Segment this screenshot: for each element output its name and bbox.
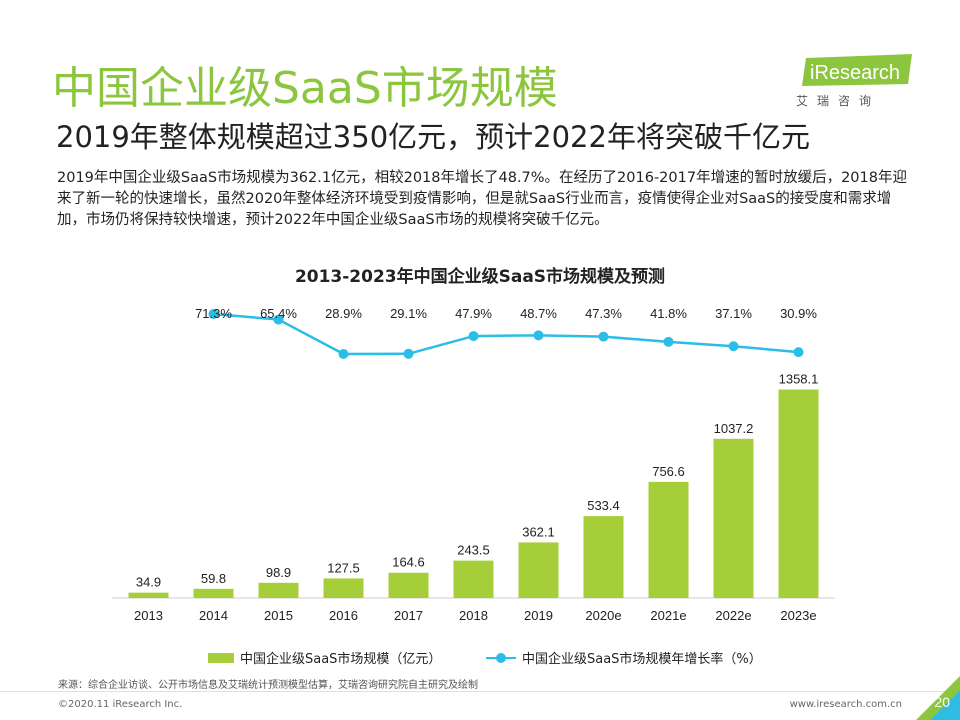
bar-value-label-2019: 362.1 (522, 524, 555, 539)
x-tick-label-2019: 2019 (524, 608, 553, 623)
bar-2015 (258, 582, 299, 598)
bar-value-label-2015: 98.9 (266, 565, 291, 580)
x-tick-label-2022e: 2022e (715, 608, 751, 623)
x-tick-label-2015: 2015 (264, 608, 293, 623)
bar-2020e (583, 516, 624, 598)
chart-legend: 中国企业级SaaS市场规模（亿元） 中国企业级SaaS市场规模年增长率（%） (0, 648, 960, 668)
bar-value-label-2022e: 1037.2 (714, 421, 754, 436)
bar-value-label-2021e: 756.6 (652, 464, 685, 479)
bar-2018 (453, 560, 494, 598)
rate-label-2017: 29.1% (390, 306, 427, 321)
rate-label-2023e: 30.9% (780, 306, 817, 321)
x-tick-label-2021e: 2021e (650, 608, 686, 623)
x-tick-label-2013: 2013 (134, 608, 163, 623)
rate-label-2019: 48.7% (520, 306, 557, 321)
bar-2016 (323, 578, 364, 598)
rate-label-2014: 71.3% (195, 306, 232, 321)
bar-2021e (648, 481, 689, 598)
bar-2019 (518, 542, 559, 598)
legend-bar-label: 中国企业级SaaS市场规模（亿元） (240, 652, 442, 667)
rate-label-2021e: 41.8% (650, 306, 687, 321)
website-link[interactable]: www.iresearch.com.cn (789, 699, 902, 710)
rate-point-2018 (468, 331, 479, 342)
source-note: 来源：综合企业访谈、公开市场信息及艾瑞统计预测模型估算，艾瑞咨询研究院自主研究及… (58, 680, 478, 691)
legend-line-label: 中国企业级SaaS市场规模年增长率（%） (522, 652, 762, 667)
rate-point-2019 (533, 330, 544, 341)
x-tick-label-2014: 2014 (199, 608, 228, 623)
x-tick-label-2016: 2016 (329, 608, 358, 623)
rate-label-2016: 28.9% (325, 306, 362, 321)
rate-label-2022e: 37.1% (715, 306, 752, 321)
corner-decoration (916, 676, 960, 720)
x-tick-label-2018: 2018 (459, 608, 488, 623)
bar-value-label-2013: 34.9 (136, 575, 161, 590)
x-tick-label-2020e: 2020e (585, 608, 621, 623)
rate-label-2020e: 47.3% (585, 306, 622, 321)
description-paragraph: 2019年中国企业级SaaS市场规模为362.1亿元，相较2018年增长了48.… (57, 170, 907, 228)
x-tick-label-2023e: 2023e (780, 608, 816, 623)
page-title: 中国企业级SaaS市场规模 (52, 63, 558, 114)
bar-2022e (713, 438, 754, 598)
rate-label-2018: 47.9% (455, 306, 492, 321)
rate-label-2015: 65.4% (260, 306, 297, 321)
bar-2023e (778, 389, 819, 598)
saas-market-chart: 34.9 2013 59.8 2014 98.9 2015 127.5 2016 164.6 20… (112, 306, 835, 623)
copyright-text: ©2020.11 iResearch Inc. (58, 699, 183, 710)
footer-divider (0, 691, 960, 692)
bar-value-label-2014: 59.8 (201, 571, 226, 586)
chart-title: 2013-2023年中国企业级SaaS市场规模及预测 (294, 267, 666, 287)
rate-point-2021e (663, 336, 674, 347)
bar-value-label-2016: 127.5 (327, 560, 360, 575)
legend-bar-swatch (208, 652, 234, 663)
legend-item-bar: 中国企业级SaaS市场规模（亿元） (208, 648, 441, 667)
rate-point-2017 (403, 348, 414, 359)
iresearch-logo: iResearch (802, 54, 912, 86)
bar-value-label-2018: 243.5 (457, 543, 490, 558)
page-number: 20 (934, 694, 950, 710)
rate-point-2015 (273, 314, 284, 325)
rate-point-2016 (338, 349, 349, 359)
bar-2014 (193, 588, 234, 598)
rate-point-2014 (208, 309, 219, 319)
bar-value-label-2020e: 533.4 (587, 498, 620, 513)
x-tick-label-2017: 2017 (394, 608, 423, 623)
bar-value-label-2023e: 1358.1 (779, 372, 819, 387)
growth-rate-line (213, 312, 799, 356)
rate-point-2023e (793, 347, 804, 358)
bar-2013 (128, 592, 169, 598)
rate-point-2022e (728, 341, 739, 352)
legend-line-swatch (486, 652, 516, 663)
page-subtitle: 2019年整体规模超过350亿元，预计2022年将突破千亿元 (56, 120, 810, 154)
logo-text: iResearch (810, 62, 900, 84)
legend-item-line: 中国企业级SaaS市场规模年增长率（%） (486, 648, 762, 667)
bar-2017 (388, 572, 429, 598)
bar-value-label-2017: 164.6 (392, 555, 425, 570)
logo-subtext: 艾瑞咨询 (796, 94, 881, 108)
rate-point-2020e (598, 331, 609, 342)
